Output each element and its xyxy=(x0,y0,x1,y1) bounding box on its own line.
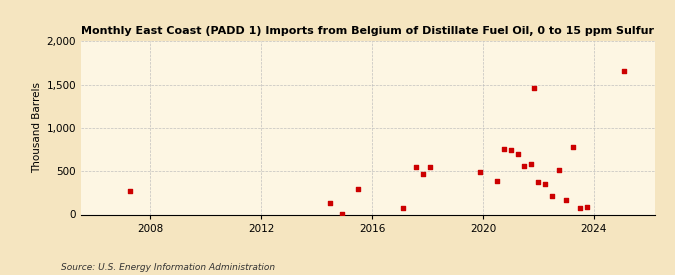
Point xyxy=(325,201,336,205)
Title: Monthly East Coast (PADD 1) Imports from Belgium of Distillate Fuel Oil, 0 to 15: Monthly East Coast (PADD 1) Imports from… xyxy=(82,26,654,36)
Point xyxy=(554,168,564,172)
Point xyxy=(519,164,530,169)
Point xyxy=(425,165,435,169)
Point xyxy=(411,165,422,169)
Point xyxy=(568,145,578,149)
Point xyxy=(418,172,429,176)
Point xyxy=(475,170,485,174)
Point xyxy=(547,194,558,198)
Point xyxy=(397,206,408,210)
Point xyxy=(529,86,539,90)
Point xyxy=(505,148,516,153)
Point xyxy=(512,152,523,156)
Point xyxy=(353,187,364,191)
Y-axis label: Thousand Barrels: Thousand Barrels xyxy=(32,82,43,173)
Point xyxy=(574,206,585,210)
Point xyxy=(336,211,347,216)
Text: Source: U.S. Energy Information Administration: Source: U.S. Energy Information Administ… xyxy=(61,263,275,272)
Point xyxy=(526,162,537,166)
Point xyxy=(581,205,592,209)
Point xyxy=(561,198,572,202)
Point xyxy=(540,182,551,186)
Point xyxy=(491,178,502,183)
Point xyxy=(124,189,135,193)
Point xyxy=(619,68,630,73)
Point xyxy=(533,180,544,185)
Point xyxy=(498,147,509,151)
